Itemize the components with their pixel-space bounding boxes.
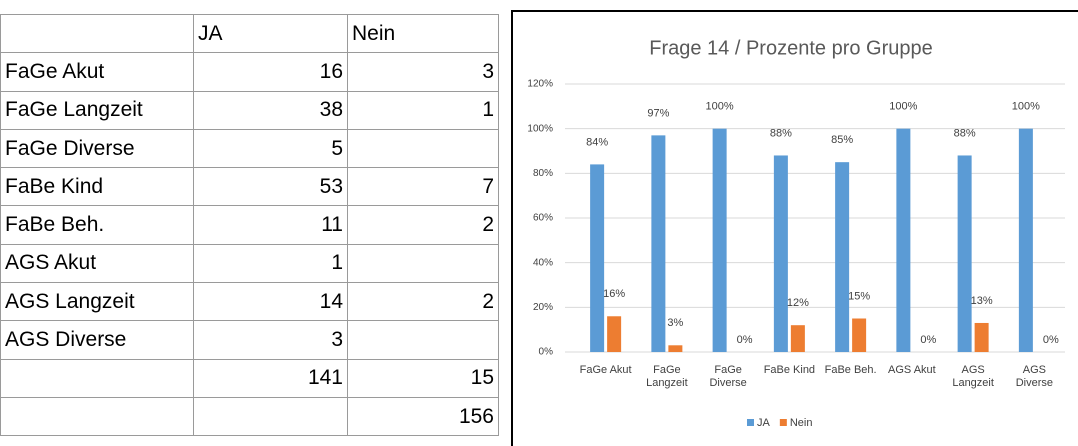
bar: [1018, 128, 1033, 352]
bar: [835, 162, 850, 352]
x-tick-label: AGS Akut: [888, 364, 936, 376]
x-tick-label: FaGe Diverse: [709, 364, 747, 389]
table-cell: 7: [347, 167, 499, 207]
data-label: 0%: [1043, 334, 1059, 346]
legend-swatch: [747, 419, 754, 426]
table-cell: 3: [347, 52, 499, 92]
table-cell: [0, 396, 194, 437]
table-row: FaGe Diverse 5: [0, 128, 499, 169]
bar: [607, 316, 622, 352]
table-cell: 11: [193, 205, 348, 245]
bar: [957, 155, 972, 352]
data-label: 15%: [848, 290, 870, 302]
table-cell: 141: [193, 358, 348, 398]
y-tick-label: 20%: [533, 302, 553, 313]
table-cell: 2: [347, 205, 499, 245]
data-label: 88%: [954, 127, 976, 139]
table-cell: 5: [193, 128, 348, 169]
x-tick-label: AGS Diverse: [1015, 364, 1054, 389]
bar: [974, 322, 989, 352]
table-cell: AGS Diverse: [0, 320, 194, 360]
data-label: 12%: [787, 297, 809, 309]
table-row: AGS Langzeit 14 2: [0, 282, 499, 322]
table-cell: 156: [347, 396, 499, 437]
data-label: 100%: [706, 101, 734, 113]
table-row: FaBe Beh. 11 2: [0, 205, 499, 245]
table-cell: 1: [347, 90, 499, 130]
bar: [712, 128, 727, 352]
legend-swatch: [779, 419, 787, 426]
table-cell: [347, 243, 499, 284]
x-tick-label: FaBe Kind: [763, 364, 816, 376]
data-label: 88%: [770, 127, 792, 139]
y-tick-label: 100%: [527, 123, 553, 134]
data-label: 13%: [971, 295, 993, 307]
bar: [852, 318, 867, 352]
table-cell: [0, 358, 194, 398]
table-cell: AGS Langzeit: [0, 282, 194, 322]
bar: [651, 135, 666, 352]
table-cell: 16: [193, 52, 348, 92]
table-cell: 15: [347, 358, 499, 398]
table-cell: 53: [193, 167, 348, 207]
x-tick-label: FaGe Akut: [579, 364, 632, 376]
bar: [668, 345, 683, 352]
table-cell: AGS Akut: [0, 243, 194, 284]
data-label: 0%: [737, 334, 753, 346]
y-tick-label: 120%: [527, 79, 553, 90]
data-label: 100%: [1012, 101, 1040, 113]
legend-label: Nein: [790, 417, 813, 429]
table-cell: [347, 128, 499, 169]
chart-title: Frage 14 / Prozente pro Gruppe: [649, 37, 933, 59]
legend-label: JA: [757, 417, 771, 429]
table-cell: [347, 320, 499, 360]
table-cell: 38: [193, 90, 348, 130]
spreadsheet-table: JA Nein FaGe Akut 16 3 FaGe Langzeit 38 1 FaGe D…: [0, 13, 499, 437]
table-row: AGS Akut 1: [0, 243, 499, 284]
chart: Frage 14 / Prozente pro Gruppe 0% 20% 40% 6…: [527, 37, 1065, 429]
data-label: 97%: [647, 107, 669, 119]
table-row: JA Nein: [0, 13, 499, 54]
data-label: 3%: [667, 317, 683, 329]
table-cell: FaBe Beh.: [0, 205, 194, 245]
x-tick-label: FaBe Beh.: [824, 364, 877, 376]
data-label: 16%: [603, 288, 625, 300]
table-cell: 2: [347, 282, 499, 322]
data-label: 85%: [831, 134, 853, 146]
data-label: 84%: [586, 136, 608, 148]
table-row: 141 15: [0, 358, 499, 398]
bar: [590, 164, 605, 352]
table-row: FaBe Kind 53 7: [0, 167, 499, 207]
table-cell: 1: [193, 243, 348, 284]
table-cell: 3: [193, 320, 348, 360]
x-tick-label: FaGe Langzeit: [646, 364, 688, 389]
table-row: FaGe Akut 16 3: [0, 52, 499, 92]
table-cell: 14: [193, 282, 348, 322]
table-cell: FaGe Langzeit: [0, 90, 194, 130]
table-cell: [193, 396, 348, 437]
table-cell: FaGe Akut: [0, 52, 194, 92]
table-cell: FaGe Diverse: [0, 128, 194, 169]
table-cell: JA: [193, 13, 348, 54]
y-tick-label: 40%: [533, 257, 553, 268]
table-cell: Nein: [347, 13, 499, 54]
bar: [896, 128, 911, 352]
y-tick-label: 60%: [533, 213, 553, 224]
y-tick-label: 80%: [533, 168, 553, 179]
bar: [773, 155, 788, 352]
table-cell: FaBe Kind: [0, 167, 194, 207]
table-row: 156: [0, 396, 499, 437]
bar: [790, 325, 805, 352]
table-row: AGS Diverse 3: [0, 320, 499, 360]
data-label: 100%: [889, 101, 917, 113]
chart-panel: Frage 14 / Prozente pro Gruppe 0% 20% 40% 6…: [511, 10, 1078, 446]
table-row: FaGe Langzeit 38 1: [0, 90, 499, 130]
y-tick-label: 0%: [539, 347, 554, 358]
x-tick-label: AGS Langzeit: [952, 364, 994, 389]
data-label: 0%: [920, 334, 936, 346]
table-cell: [0, 13, 194, 54]
